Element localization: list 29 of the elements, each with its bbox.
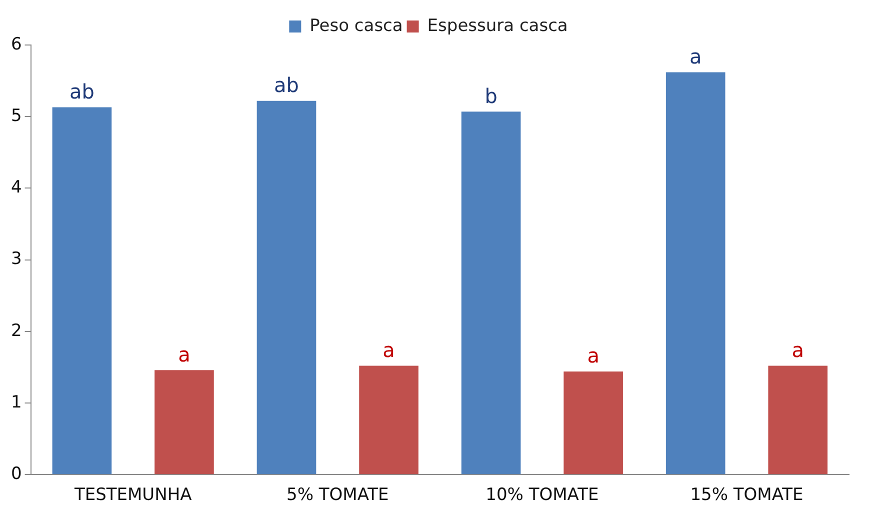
bar	[564, 371, 623, 474]
data-label: ab	[69, 79, 94, 104]
legend-label: Espessura casca	[427, 16, 568, 36]
y-tick-label: 0	[10, 464, 22, 484]
bar	[666, 72, 726, 474]
y-tick-label: 6	[10, 34, 22, 54]
y-tick-label: 3	[10, 249, 22, 270]
data-label: ab	[274, 73, 299, 98]
bar	[768, 366, 828, 474]
x-tick-label: TESTEMUNHA	[73, 485, 192, 506]
bar	[461, 112, 521, 474]
x-tick-label: 10% TOMATE	[486, 485, 599, 506]
bar	[154, 370, 214, 474]
x-tick-label: 15% TOMATE	[690, 485, 804, 506]
data-label: a	[587, 344, 600, 368]
y-tick-label: 5	[10, 106, 22, 126]
bar	[359, 366, 418, 474]
y-tick-label: 1	[10, 392, 22, 412]
data-label: a	[382, 338, 395, 362]
x-tick-label: 5% TOMATE	[286, 485, 389, 506]
data-label: b	[484, 84, 498, 108]
bar	[256, 100, 316, 474]
y-tick-label: 4	[10, 178, 22, 198]
bar	[52, 107, 112, 474]
data-label: a	[689, 44, 702, 68]
y-tick-label: 2	[10, 320, 22, 341]
data-label: a	[792, 338, 804, 362]
data-label: a	[178, 342, 190, 366]
legend-label: Peso casca	[310, 16, 403, 36]
